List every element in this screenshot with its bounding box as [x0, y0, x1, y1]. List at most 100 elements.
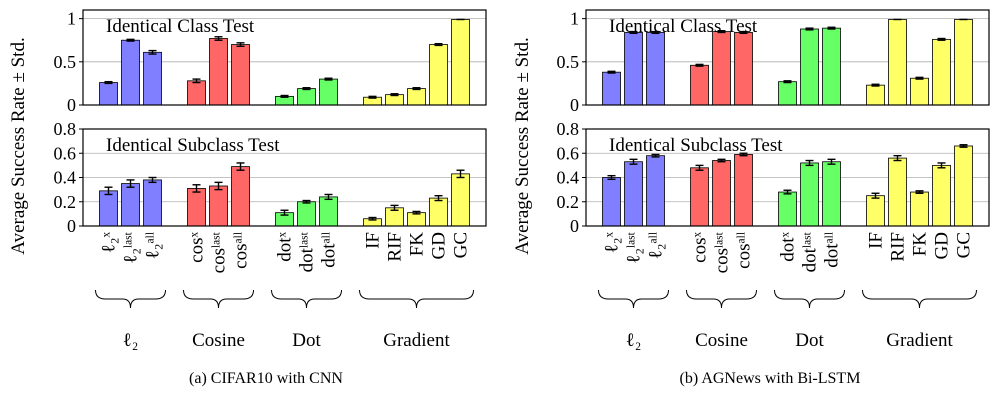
- panel-title: Identical Class Test: [106, 16, 255, 37]
- bar: [910, 77, 929, 106]
- bar: [712, 31, 731, 106]
- x-tick-label: dotˡᵃˢᵗ: [800, 232, 821, 273]
- group-brace: [95, 289, 166, 309]
- panel-title: Identical Subclass Test: [106, 135, 280, 156]
- x-tick-label: dotˣ: [275, 232, 296, 262]
- group-label: Dot: [795, 330, 824, 351]
- y-tick-label: 0: [570, 95, 579, 115]
- bar: [231, 166, 250, 227]
- x-tick-label: GD: [429, 232, 450, 259]
- x-tick-label: cosˣ: [690, 232, 711, 263]
- bar: [319, 78, 338, 106]
- x-tick-label: cosˡᵃˢᵗ: [712, 232, 733, 274]
- x-tick-label: dotˣ: [778, 232, 799, 262]
- bar: [954, 19, 973, 106]
- group-brace: [862, 289, 977, 309]
- x-tick-label: dotᵃˡˡ: [822, 232, 843, 268]
- bar: [734, 32, 753, 106]
- bar: [209, 38, 228, 106]
- y-tick-label: 0.5: [54, 52, 77, 72]
- y-tick-label: 0.8: [557, 119, 580, 139]
- group-label: ℓ₂: [626, 330, 642, 351]
- y-tick-label: 0.2: [557, 192, 580, 212]
- bar: [646, 32, 665, 106]
- x-tick-label: ℓ₂ᵃˡˡ: [646, 232, 667, 259]
- group-brace: [183, 289, 254, 309]
- group-brace: [598, 289, 669, 309]
- bar: [319, 196, 338, 227]
- bar: [646, 155, 665, 227]
- bar: [690, 167, 709, 227]
- x-tick-label: IF: [866, 232, 887, 249]
- plot-frame: [82, 9, 487, 106]
- x-tick-label: FK: [910, 232, 931, 257]
- group-label: Cosine: [192, 330, 245, 351]
- caption-left: (a) CIFAR10 with CNN: [189, 370, 343, 387]
- bar: [407, 88, 426, 106]
- bar: [602, 71, 621, 106]
- bar: [910, 191, 929, 227]
- x-tick-label: dotˡᵃˢᵗ: [297, 232, 318, 273]
- bar: [778, 191, 797, 227]
- group-label: Dot: [292, 330, 321, 351]
- x-tick-label: cosˣ: [187, 232, 208, 263]
- bar: [822, 27, 841, 106]
- x-tick-label: cosᵃˡˡ: [231, 232, 252, 269]
- group-brace: [359, 289, 474, 309]
- bar: [778, 81, 797, 106]
- bar: [712, 160, 731, 227]
- x-tick-label: cosˡᵃˢᵗ: [209, 232, 230, 274]
- x-tick-label: FK: [407, 232, 428, 257]
- group-label: Cosine: [695, 330, 748, 351]
- bar: [690, 64, 709, 106]
- x-tick-label: ℓ₂ˡᵃˢᵗ: [624, 232, 645, 264]
- x-tick-label: ℓ₂ˣ: [99, 231, 120, 253]
- x-tick-label: ℓ₂ˣ: [602, 231, 623, 253]
- bar: [407, 212, 426, 227]
- x-tick-label: RIF: [385, 232, 406, 262]
- x-tick-label: GC: [451, 232, 472, 258]
- bar: [932, 164, 951, 227]
- x-tick-label: RIF: [888, 232, 909, 262]
- bar: [121, 183, 140, 227]
- bar: [429, 44, 448, 106]
- y-tick-label: 0: [67, 95, 76, 115]
- x-tick-label: dotᵃˡˡ: [319, 232, 340, 268]
- bar: [624, 32, 643, 106]
- bar: [121, 39, 140, 106]
- y-tick-label: 1: [570, 9, 579, 29]
- y-tick-label: 0.5: [557, 52, 580, 72]
- y-tick-label: 0.2: [54, 192, 77, 212]
- y-tick-label: 0: [570, 216, 579, 236]
- bar: [954, 145, 973, 227]
- bar: [602, 177, 621, 227]
- bar: [734, 154, 753, 227]
- bar: [888, 19, 907, 106]
- y-tick-label: 0.4: [557, 168, 580, 188]
- bar: [209, 185, 228, 227]
- x-tick-label: GC: [954, 232, 975, 258]
- x-tick-label: ℓ₂ˡᵃˢᵗ: [121, 232, 142, 264]
- x-tick-label: ℓ₂ᵃˡˡ: [143, 232, 164, 259]
- y-tick-label: 0: [67, 216, 76, 236]
- bar: [187, 80, 206, 106]
- y-axis-label: Average Success Rate ± Std.: [8, 37, 29, 254]
- group-brace: [774, 289, 845, 309]
- bar: [187, 188, 206, 227]
- x-tick-label: cosᵃˡˡ: [734, 232, 755, 269]
- plot-frame: [82, 128, 487, 227]
- bar: [624, 161, 643, 227]
- x-tick-label: GD: [932, 232, 953, 259]
- bar: [99, 190, 118, 227]
- bar: [99, 82, 118, 106]
- y-axis-label: Average Success Rate ± Std.: [512, 37, 533, 254]
- bar: [143, 51, 162, 106]
- bar: [429, 197, 448, 227]
- group-brace: [271, 289, 342, 309]
- bar: [297, 88, 316, 106]
- bar: [231, 44, 250, 106]
- bar: [800, 28, 819, 106]
- y-tick-label: 0.6: [557, 143, 580, 163]
- bar: [297, 201, 316, 227]
- group-brace: [686, 289, 757, 309]
